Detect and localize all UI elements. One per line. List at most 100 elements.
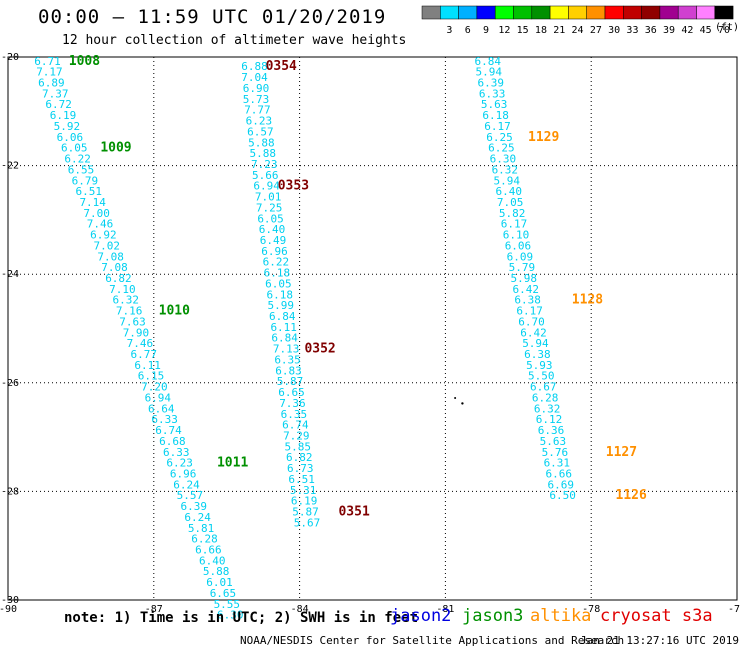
wave-height-value: 5.82	[499, 207, 526, 220]
wave-height-value: 7.02	[94, 239, 121, 252]
wave-height-value: 6.69	[547, 478, 574, 491]
wave-height-value: 6.39	[181, 500, 208, 513]
wave-height-value: 6.32	[534, 402, 561, 415]
wave-height-value: 6.49	[260, 234, 287, 247]
wave-height-value: 6.22	[263, 256, 290, 269]
lon-tick-label: -81	[436, 604, 454, 615]
wave-height-value: 6.23	[246, 115, 272, 128]
scale-tick-label: 42	[681, 25, 693, 36]
wave-height-value: 6.73	[287, 462, 314, 475]
wave-height-value: 6.92	[90, 229, 117, 242]
pass-time-label: 1129	[528, 130, 559, 145]
wave-height-value: 6.05	[61, 142, 88, 155]
wave-height-value: 6.66	[546, 467, 573, 480]
wave-height-value: 6.18	[267, 288, 294, 301]
wave-height-value: 5.85	[285, 440, 312, 453]
wave-height-value: 7.23	[251, 158, 278, 171]
wave-height-value: 6.94	[253, 180, 280, 193]
wave-height-value: 7.46	[87, 218, 114, 231]
marker-dot	[461, 402, 464, 405]
pass-time-label: 1128	[572, 293, 603, 308]
wave-height-value: 5.94	[476, 66, 503, 79]
wave-height-value: 6.82	[286, 451, 313, 464]
scale-tick-label: 12	[498, 25, 510, 36]
wave-height-value: 6.64	[148, 402, 175, 415]
wave-height-value: 6.83	[275, 364, 302, 377]
wave-height-value: 6.67	[530, 381, 557, 394]
wave-height-value: 7.10	[109, 283, 136, 296]
wave-height-value: 6.68	[159, 435, 186, 448]
wave-height-value: 5.55	[214, 598, 241, 611]
wave-height-value: 6.84	[271, 332, 298, 345]
wave-height-value: 6.74	[282, 419, 309, 432]
scale-tick-label: 18	[535, 25, 547, 36]
wave-height-value: 7.46	[127, 337, 154, 350]
wave-height-value: 5.99	[268, 299, 295, 312]
map-frame	[7, 56, 738, 601]
wave-height-value: 7.36	[279, 397, 306, 410]
scale-tick-label: 30	[608, 25, 620, 36]
scale-tick-label: 6	[465, 25, 471, 36]
wave-height-value: 6.96	[261, 245, 288, 258]
wave-height-value: 6.25	[488, 142, 514, 155]
wave-height-value: 6.24	[184, 511, 211, 524]
pass-time-label: 1011	[217, 456, 248, 471]
wave-height-value: 6.55	[68, 163, 95, 176]
wave-height-value: 7.08	[101, 261, 128, 274]
wave-height-value: 5.88	[248, 136, 274, 149]
wave-height-value: 5.92	[54, 120, 81, 133]
wave-height-value: 5.66	[252, 169, 278, 182]
wave-height-value: 6.30	[217, 609, 244, 622]
wave-height-value: 7.37	[42, 87, 69, 100]
wave-height-value: 5.94	[522, 337, 549, 350]
wave-height-value: 7.08	[97, 250, 124, 263]
wave-height-value: 6.82	[105, 272, 132, 285]
lon-tick-label: -75	[728, 604, 740, 615]
wave-height-value: 6.17	[501, 218, 527, 231]
wave-height-value: 6.36	[538, 424, 565, 437]
scale-tick-label: 36	[645, 25, 657, 36]
wave-height-value: 5.63	[540, 435, 567, 448]
wave-height-value: 6.17	[484, 120, 511, 133]
wave-height-value: 6.17	[516, 305, 543, 318]
satellite-legend-jason3: jason3	[462, 606, 524, 626]
wave-height-value: 6.79	[72, 174, 99, 187]
wave-height-value: 6.42	[512, 283, 539, 296]
wave-height-value: 6.40	[495, 185, 522, 198]
pass-time-label: 1009	[100, 141, 131, 156]
wave-height-value: 6.18	[482, 109, 509, 122]
wave-height-value: 7.20	[141, 381, 168, 394]
wave-height-value: 6.01	[206, 576, 233, 589]
wave-height-value: 5.57	[177, 489, 204, 502]
wave-height-value: 5.67	[294, 516, 321, 529]
wave-height-value: 6.33	[151, 413, 178, 426]
wave-height-value: 5.98	[511, 272, 538, 285]
lat-tick-label: -28	[1, 486, 19, 497]
wave-height-value: 6.25	[486, 131, 513, 144]
scale-tick-label: 39	[663, 25, 675, 36]
wave-height-value: 7.63	[119, 315, 146, 328]
wave-height-value: 5.94	[494, 174, 521, 187]
track-jason3: 6.717.176.897.376.726.195.926.066.056.22…	[34, 54, 248, 622]
scale-tick-label: 27	[590, 25, 602, 36]
wave-height-value: 6.05	[257, 212, 284, 225]
wave-height-value: 5.88	[203, 565, 230, 578]
color-scale-legend: 3 6 9 12 15 18 21 24 27 30 33 36 39 42 45 70	[421, 5, 734, 36]
scale-tick-label: 45	[700, 25, 712, 36]
wave-height-value: 6.11	[134, 359, 161, 372]
satellite-legend-altika: altika	[530, 606, 592, 626]
wave-height-value: 6.90	[243, 82, 270, 95]
satellite-legend-jason2: jason2	[390, 606, 452, 626]
pass-time-label: 0352	[304, 342, 335, 357]
wave-height-value: 6.23	[166, 457, 193, 470]
satellite-legend-cryosat-s3a: cryosat s3a	[600, 606, 713, 626]
wave-height-value: 7.04	[241, 71, 268, 84]
wave-height-value: 5.87	[292, 505, 319, 518]
wave-height-value: 6.42	[520, 326, 547, 339]
wave-height-value: 6.71	[34, 55, 61, 68]
wave-height-value: 5.63	[481, 98, 508, 111]
wave-height-value: 6.12	[536, 413, 563, 426]
wave-height-value: 6.33	[163, 446, 190, 459]
lat-tick-label: -22	[1, 161, 19, 172]
